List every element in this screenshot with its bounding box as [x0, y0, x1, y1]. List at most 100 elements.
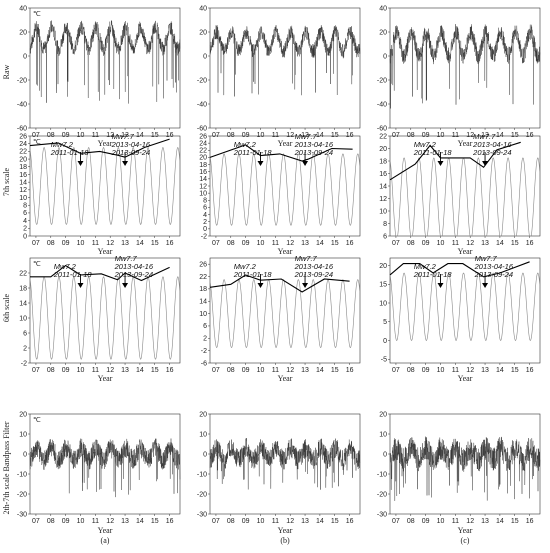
x-tick-label: 11	[92, 518, 99, 525]
x-tick-label: 09	[242, 518, 250, 525]
x-axis-label: Year	[458, 247, 473, 256]
y-tick-label: 0	[203, 451, 207, 458]
series-line	[389, 272, 541, 341]
x-tick-label: 07	[32, 132, 40, 139]
event-annotation: 2013-04-16	[111, 140, 151, 149]
x-tick-label: 07	[32, 518, 40, 525]
x-tick-label: 16	[346, 132, 354, 139]
y-tick-label: 40	[19, 5, 27, 12]
panel-1-2: 40 20 0 -20 -40 -60 07 08 09 10 11 12 13 14 15 16 Year	[197, 5, 361, 148]
y-tick-label: -20	[197, 77, 207, 84]
series-line	[209, 153, 361, 226]
footer: Year(a)Year(b)Year(c)	[98, 526, 473, 545]
x-tick-label: 08	[227, 240, 235, 247]
unit-label: ℃	[33, 261, 41, 268]
y-tick-label: 22	[379, 133, 387, 140]
y-tick-label: -2	[201, 348, 207, 355]
series-line	[389, 23, 541, 109]
x-tick-label: 15	[151, 367, 159, 374]
y-tick-label: -10	[197, 471, 207, 478]
y-tick-label: 6	[23, 330, 27, 337]
plot-frame	[29, 135, 181, 237]
plot-frame	[29, 257, 181, 364]
x-tick-label: 09	[422, 367, 430, 374]
envelope-line	[389, 141, 521, 181]
x-tick-label: 10	[257, 240, 265, 247]
x-tick-label: 15	[511, 367, 519, 374]
y-tick-label: 2	[203, 219, 207, 226]
x-tick-label: 10	[77, 367, 85, 374]
x-tick-label: 15	[331, 518, 339, 525]
x-tick-label: 14	[496, 240, 504, 247]
y-tick-label: 10	[199, 190, 207, 197]
unit-label: ℃	[33, 11, 41, 18]
y-tick-label: 24	[199, 140, 207, 147]
x-tick-label: 11	[272, 240, 279, 247]
x-tick-label: 07	[212, 518, 220, 525]
event-annotation: 2013-04-16	[474, 262, 514, 271]
x-tick-label: 08	[227, 132, 235, 139]
x-tick-label: 16	[166, 518, 174, 525]
x-axis-label: Year	[98, 247, 113, 256]
event-annotation: 2013-09-24	[474, 270, 513, 279]
event-annotation: Mw7.2	[414, 140, 437, 149]
x-tick-label: 16	[346, 240, 354, 247]
y-tick-label: 10	[19, 431, 27, 438]
event-annotation: 2011-01-18	[233, 270, 273, 279]
envelope-line	[29, 138, 170, 158]
series-line	[389, 157, 541, 237]
y-tick-label: 10	[379, 300, 387, 307]
panel-4-1: ℃ 20 10 0 -10 -20 -30 07 08 09 10 11 12 13 14 15 16	[17, 411, 181, 525]
event-arrowhead	[437, 161, 444, 166]
envelope-line	[30, 264, 170, 282]
x-tick-label: 12	[106, 367, 114, 374]
x-tick-label: 14	[136, 367, 144, 374]
x-tick-label: 10	[437, 240, 445, 247]
y-tick-label: 6	[23, 210, 27, 217]
y-tick-label: 20	[19, 411, 27, 418]
x-tick-label: 13	[481, 132, 489, 139]
series-line	[29, 20, 181, 104]
unit-label: ℃	[33, 139, 41, 146]
y-tick-label: 14	[19, 179, 27, 186]
y-tick-label: 24	[19, 141, 27, 148]
plot-frame	[389, 7, 541, 129]
y-tick-label: -10	[17, 471, 27, 478]
x-tick-label: 11	[92, 367, 99, 374]
y-tick-label: 12	[199, 183, 207, 190]
x-tick-label: 14	[136, 240, 144, 247]
event-annotation: Mw7.7	[295, 254, 318, 263]
y-tick-label: 2	[203, 336, 207, 343]
y-tick-label: 18	[19, 164, 27, 171]
x-tick-label: 07	[212, 132, 220, 139]
x-axis-label: Year	[458, 139, 473, 148]
event-arrowhead	[482, 283, 489, 288]
y-tick-label: -30	[17, 511, 27, 518]
x-tick-label: 08	[407, 132, 415, 139]
series-line	[209, 437, 361, 490]
y-tick-label: 4	[203, 212, 207, 219]
series-line	[209, 25, 361, 97]
y-tick-label: -60	[377, 125, 387, 132]
y-tick-label: 22	[19, 149, 27, 156]
event-arrowhead	[302, 161, 309, 166]
x-tick-label: 11	[452, 132, 459, 139]
x-tick-label: 16	[526, 240, 534, 247]
x-tick-label: 09	[62, 132, 70, 139]
x-tick-label: 13	[121, 367, 129, 374]
x-tick-label: 13	[301, 518, 309, 525]
y-tick-label: 0	[23, 233, 27, 240]
y-tick-label: 26	[199, 261, 207, 268]
event-annotation: Mw7.2	[414, 262, 437, 271]
panel-4-3: 20 10 0 -10 -20 -30 07 08 09 10 11 12 13 14 15 16	[377, 411, 541, 525]
series-line	[209, 279, 361, 349]
event-arrowhead	[77, 161, 84, 166]
y-tick-label: 4	[23, 218, 27, 225]
x-axis-label: Year	[278, 526, 293, 535]
x-tick-label: 08	[407, 367, 415, 374]
x-tick-label: 16	[346, 367, 354, 374]
event-annotation: Mw7.7	[473, 132, 496, 141]
panel-1-1: ℃ 40 20 0 -20 -40 -60 07 08 09 10 11 12 13 14 15 16 Year	[17, 5, 181, 148]
x-tick-label: 08	[407, 240, 415, 247]
